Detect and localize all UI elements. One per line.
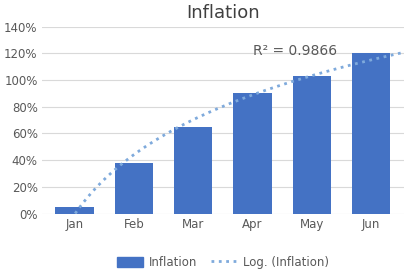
- Bar: [233, 93, 272, 214]
- Bar: [174, 127, 213, 214]
- Text: R² = 0.9866: R² = 0.9866: [253, 44, 337, 58]
- Title: Inflation: Inflation: [186, 4, 259, 22]
- Bar: [55, 207, 94, 214]
- Bar: [115, 163, 153, 214]
- Bar: [293, 76, 331, 214]
- Bar: [352, 53, 390, 214]
- Legend: Inflation, Log. (Inflation): Inflation, Log. (Inflation): [114, 253, 331, 271]
